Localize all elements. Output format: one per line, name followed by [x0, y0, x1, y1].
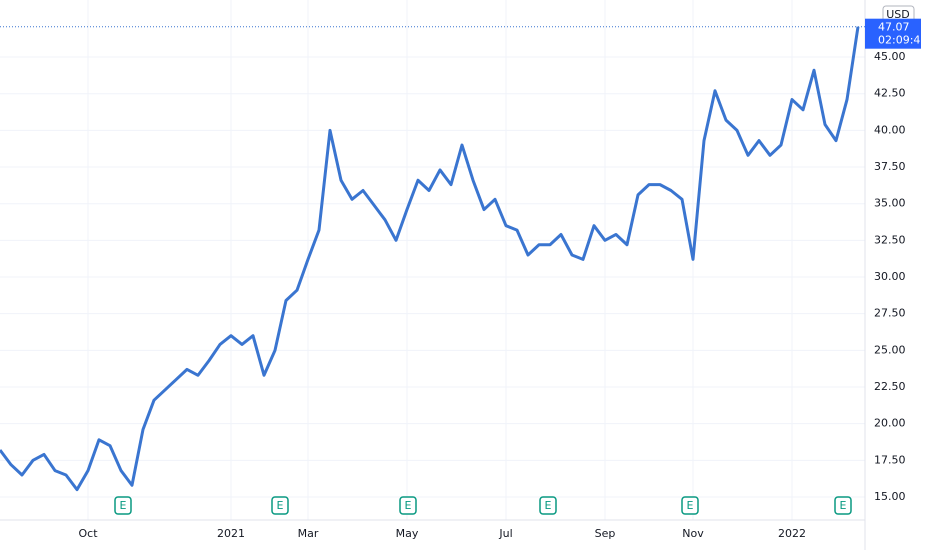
earnings-marker: E — [277, 499, 284, 512]
countdown: 02:09:40 — [878, 34, 927, 47]
x-tick-label: Sep — [595, 527, 616, 540]
earnings-badge — [834, 496, 852, 515]
x-tick-label: Oct — [78, 527, 98, 540]
price-line — [0, 26, 860, 492]
y-tick-label: 20.00 — [874, 417, 906, 430]
earnings-marker: E — [840, 499, 847, 512]
earnings-marker: E — [545, 499, 552, 512]
x-tick-label: Nov — [682, 527, 704, 540]
y-tick-label: 45.00 — [874, 50, 906, 63]
y-tick-label: 15.00 — [874, 490, 906, 503]
currency[interactable]: USD — [886, 8, 910, 21]
x-tick-label: May — [396, 527, 419, 540]
y-tick-label: 27.50 — [874, 307, 906, 320]
y-tick-label: 35.00 — [874, 197, 906, 210]
earnings-badge — [539, 496, 557, 515]
y-tick-label: 42.50 — [874, 87, 906, 100]
y-tick-label: 32.50 — [874, 233, 906, 246]
earnings-badge — [271, 496, 289, 515]
x-tick-label: Jul — [498, 527, 512, 540]
x-tick-label: 2022 — [778, 527, 806, 540]
earnings-marker: E — [405, 499, 412, 512]
y-tick-label: 40.00 — [874, 123, 906, 136]
y-tick-label: 30.00 — [874, 270, 906, 283]
last-price-box — [865, 18, 921, 49]
earnings-badge — [114, 496, 132, 515]
earnings-marker: E — [687, 499, 694, 512]
x-tick-label: Mar — [298, 527, 319, 540]
y-tick-label: 37.50 — [874, 160, 906, 173]
y-tick-label: 17.50 — [874, 453, 906, 466]
y-tick-label: 22.50 — [874, 380, 906, 393]
x-tick-label: 2021 — [217, 527, 245, 540]
earnings-marker: E — [120, 499, 127, 512]
earnings-badge — [399, 496, 417, 515]
y-tick-label: 25.00 — [874, 343, 906, 356]
earnings-badge — [681, 496, 699, 515]
last-price-label: 47.07 — [878, 21, 910, 34]
